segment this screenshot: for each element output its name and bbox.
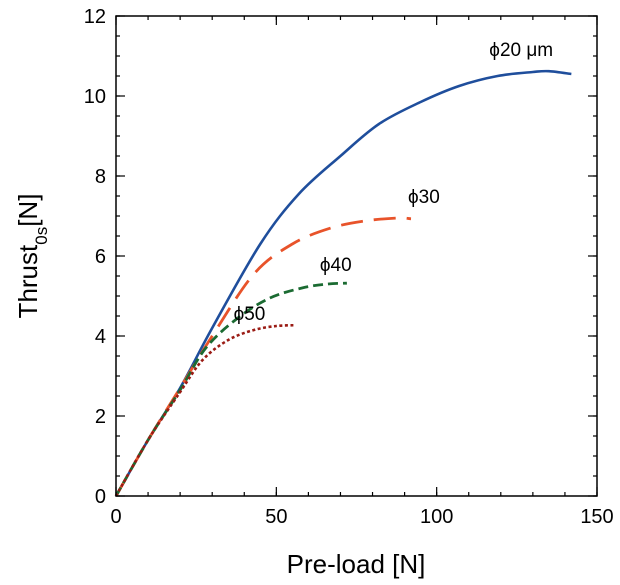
x-tick-label: 50: [265, 506, 287, 528]
y-tick-label: 12: [84, 6, 106, 28]
labels-layer: 0 50 100 150 0 2 4 6 8 10 12 ϕ20 μm ϕ30 ϕ40 ϕ50: [84, 6, 614, 528]
series-label-3: ϕ40: [320, 255, 352, 276]
y-tick-label: 2: [95, 406, 106, 428]
plot-frame: [115, 15, 598, 497]
x-tick-label: 150: [580, 506, 613, 528]
ticks-layer: [115, 15, 598, 497]
series-label-1: ϕ20 μm: [489, 40, 553, 61]
y-axis-title-unit: [N]: [13, 194, 43, 227]
series-line-4: [114, 323, 296, 497]
y-tick-label: 0: [95, 486, 106, 508]
y-tick-label: 4: [95, 326, 106, 348]
x-tick-label: 0: [110, 506, 121, 528]
y-tick-label: 6: [95, 246, 106, 268]
y-axis-title-subscript: 0s: [32, 227, 51, 245]
series-layer: [114, 69, 572, 497]
series-label-4: ϕ50: [234, 304, 266, 325]
y-tick-label: 8: [95, 166, 106, 188]
x-axis-title: Pre-load [N]: [287, 549, 426, 579]
series-line-3: [114, 281, 347, 497]
series-label-2: ϕ30: [408, 187, 440, 208]
y-axis-title: Thrust0s[N]: [13, 194, 51, 319]
y-axis-title-main: Thrust: [13, 244, 43, 318]
series-line-2: [114, 216, 412, 497]
y-tick-label: 10: [84, 86, 106, 108]
x-tick-label: 100: [420, 506, 453, 528]
